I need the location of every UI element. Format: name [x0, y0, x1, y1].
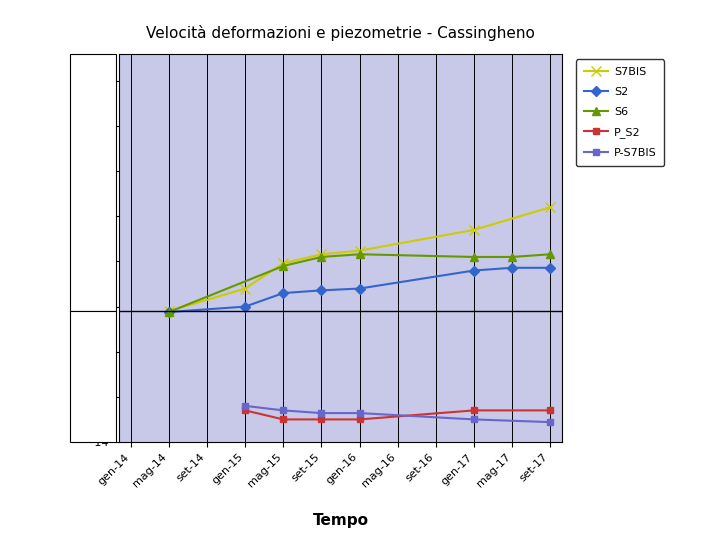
- P_S2: [355, 416, 364, 423]
- Line: S7BIS: S7BIS: [164, 203, 555, 316]
- P_S2: [546, 407, 555, 413]
- S2: [317, 287, 326, 294]
- S6: [165, 309, 173, 315]
- P-S7BIS: [355, 410, 364, 416]
- S2: [546, 265, 555, 271]
- Line: S2: S2: [166, 264, 554, 315]
- S2: [279, 290, 288, 296]
- P-S7BIS: [241, 403, 249, 409]
- Text: Spostamento  in testa tubo (mm): Spostamento in testa tubo (mm): [88, 96, 98, 270]
- S6: [508, 254, 516, 260]
- Text: Tempo: Tempo: [312, 513, 369, 528]
- S6: [355, 251, 364, 258]
- S7BIS: [355, 247, 364, 254]
- S2: [241, 303, 249, 310]
- P_S2: [279, 416, 288, 423]
- S6: [317, 254, 326, 260]
- S2: [470, 267, 478, 274]
- S6: [546, 251, 555, 258]
- P-S7BIS: [317, 410, 326, 416]
- S7BIS: [470, 227, 478, 233]
- S7BIS: [546, 204, 555, 211]
- S2: [508, 265, 516, 271]
- P-S7BIS: [546, 419, 555, 425]
- P_S2: [317, 416, 326, 423]
- Line: P-S7BIS: P-S7BIS: [241, 403, 554, 426]
- S2: [355, 285, 364, 292]
- S2: [165, 309, 173, 315]
- P-S7BIS: [470, 416, 478, 423]
- P_S2: [241, 407, 249, 413]
- S7BIS: [279, 260, 288, 266]
- Text: soggiacenza (m): soggiacenza (m): [88, 333, 98, 420]
- S7BIS: [241, 285, 249, 292]
- Title: Velocità deformazioni e piezometrie - Cassingheno: Velocità deformazioni e piezometrie - Ca…: [146, 25, 535, 42]
- Line: S6: S6: [165, 250, 555, 316]
- S7BIS: [317, 251, 326, 258]
- S6: [279, 262, 288, 269]
- S6: [470, 254, 478, 260]
- Legend: S7BIS, S2, S6, P_S2, P-S7BIS: S7BIS, S2, S6, P_S2, P-S7BIS: [576, 59, 664, 166]
- S7BIS: [165, 308, 173, 314]
- Line: P_S2: P_S2: [241, 407, 554, 423]
- P-S7BIS: [279, 407, 288, 413]
- P_S2: [470, 407, 478, 413]
